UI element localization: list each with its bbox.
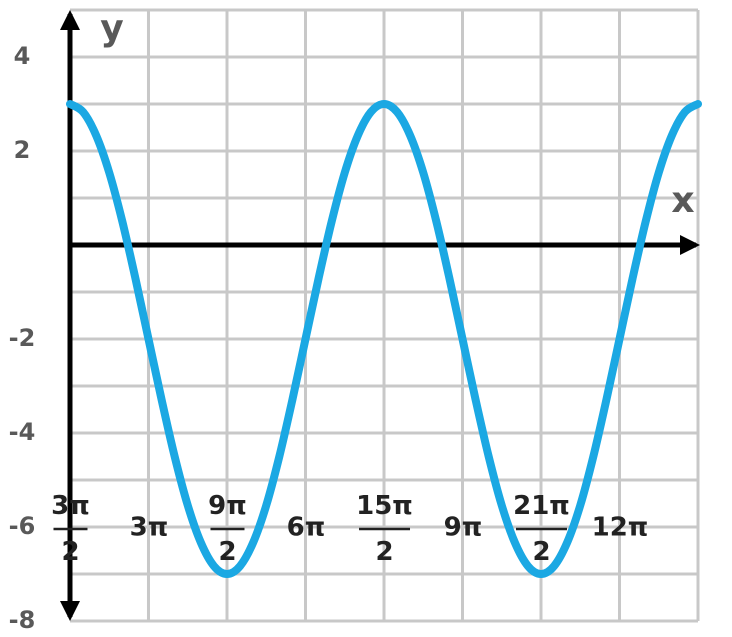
x-tick-label: 3π/2 xyxy=(51,491,90,567)
x-tick-label: 9π xyxy=(444,513,483,543)
x-tick-label: 15π/2 xyxy=(356,491,413,567)
x-tick-label: 6π xyxy=(287,513,326,543)
y-tick-label: -8 xyxy=(9,606,36,634)
curve xyxy=(66,99,702,579)
y-tick-label: -4 xyxy=(9,418,36,446)
y-tick-label: -6 xyxy=(9,512,36,540)
y-tick-label: 4 xyxy=(14,42,31,70)
x-tick-label: 9π/2 xyxy=(208,491,247,567)
y-tick-label: 2 xyxy=(14,136,31,164)
y-tick-label: -2 xyxy=(9,324,36,352)
y-axis-label: y xyxy=(100,8,123,49)
x-tick-label: 3π xyxy=(130,513,169,543)
x-tick-label: 21π/2 xyxy=(513,491,570,567)
x-tick-label: 12π xyxy=(592,513,649,543)
x-axis-label: x xyxy=(671,180,694,221)
